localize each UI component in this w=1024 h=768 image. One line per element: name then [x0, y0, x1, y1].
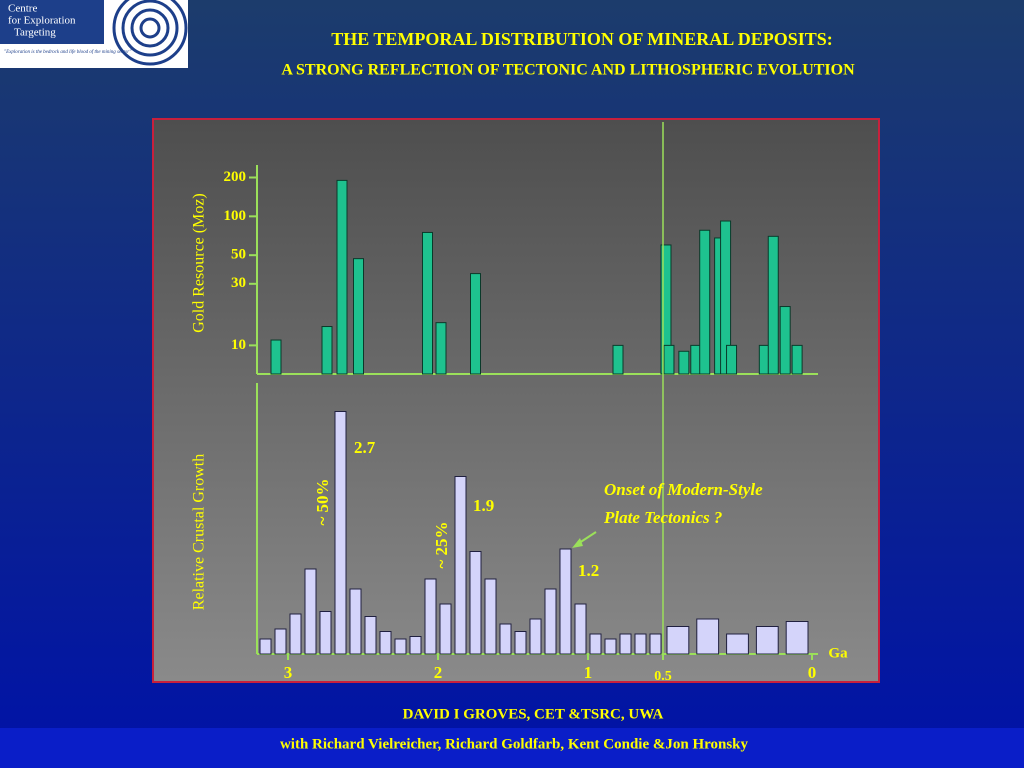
x-tick-label: 2	[434, 663, 443, 682]
bar	[364, 616, 377, 655]
x-tick-label: 3	[284, 663, 293, 682]
bar	[699, 229, 711, 375]
bar	[379, 631, 392, 655]
footer-author: DAVID I GROVES, CET &TSRC, UWA	[403, 706, 664, 722]
x-tick-label: 0.5	[654, 669, 672, 684]
bar	[574, 603, 587, 655]
bar	[514, 631, 527, 655]
logo-quote: "Exploration is the bedrock and life blo…	[4, 50, 132, 55]
bar	[589, 633, 602, 655]
y-tick-label: 10	[231, 337, 246, 353]
bar	[785, 621, 809, 655]
y-tick-label: 50	[231, 247, 246, 263]
bar	[349, 588, 362, 655]
bar	[321, 326, 333, 375]
bar	[499, 623, 512, 655]
bar	[424, 578, 437, 655]
bar	[755, 626, 779, 655]
bar	[767, 235, 779, 375]
logo-line: Targeting	[14, 27, 56, 39]
y-tick-label: 30	[231, 275, 246, 291]
bar	[259, 638, 272, 655]
bar	[484, 578, 497, 655]
y-tick-label: 100	[224, 208, 247, 224]
x-tick-label: 1	[584, 663, 593, 682]
bar	[334, 411, 347, 655]
annotation: 1.2	[578, 561, 599, 580]
x-axis-label: Ga	[828, 645, 848, 661]
bar	[612, 344, 624, 375]
footer-strip	[0, 728, 1024, 768]
bar	[663, 344, 675, 375]
bar	[666, 626, 690, 655]
annotation: Onset of Modern-Style	[604, 480, 763, 499]
bar	[604, 638, 617, 655]
bar	[619, 633, 632, 655]
bar	[470, 273, 481, 375]
annotation: ~ 25%	[432, 521, 451, 568]
bar	[336, 179, 348, 375]
bar	[304, 568, 317, 655]
footer-coauthors: with Richard Vielreicher, Richard Goldfa…	[280, 736, 749, 752]
bar	[720, 220, 732, 375]
x-tick-label: 0	[808, 663, 817, 682]
bar	[779, 306, 791, 375]
bar	[678, 350, 690, 375]
logo-line: for Exploration	[8, 15, 76, 27]
bar	[394, 638, 407, 655]
bar	[289, 613, 302, 655]
bar	[791, 344, 803, 375]
y-axis-label: Gold Resource (Moz)	[191, 193, 208, 333]
bar	[726, 344, 738, 375]
annotation: Plate Tectonics ?	[603, 508, 722, 527]
bar	[544, 588, 557, 655]
annotation: 2.7	[354, 438, 376, 457]
title: THE TEMPORAL DISTRIBUTION OF MINERAL DEP…	[331, 29, 833, 49]
bar	[529, 618, 542, 655]
y-axis-label: Relative Crustal Growth	[191, 454, 208, 610]
bar	[422, 231, 433, 375]
bar	[270, 339, 282, 375]
logo-line: Centre	[8, 3, 37, 15]
logo: Centre for Exploration Targeting "Explor…	[0, 0, 188, 68]
annotation: ~ 50%	[313, 478, 332, 525]
bar	[439, 603, 452, 655]
bar	[353, 258, 364, 375]
bar	[696, 618, 720, 655]
logo-band	[0, 0, 104, 44]
bar	[469, 551, 482, 655]
bar	[634, 633, 647, 655]
bar	[409, 636, 422, 655]
bar	[649, 633, 662, 655]
y-tick-label: 200	[224, 169, 247, 185]
subtitle: A STRONG REFLECTION OF TECTONIC AND LITH…	[281, 62, 855, 79]
bar	[435, 322, 447, 375]
logo-rings	[112, 0, 188, 66]
bar	[274, 628, 287, 655]
annotation: 1.9	[473, 496, 494, 515]
bar	[726, 633, 749, 655]
bar	[454, 476, 467, 655]
chart-panel	[152, 118, 880, 683]
arrow-head	[572, 538, 583, 548]
bar	[559, 548, 572, 655]
bar	[319, 611, 332, 655]
